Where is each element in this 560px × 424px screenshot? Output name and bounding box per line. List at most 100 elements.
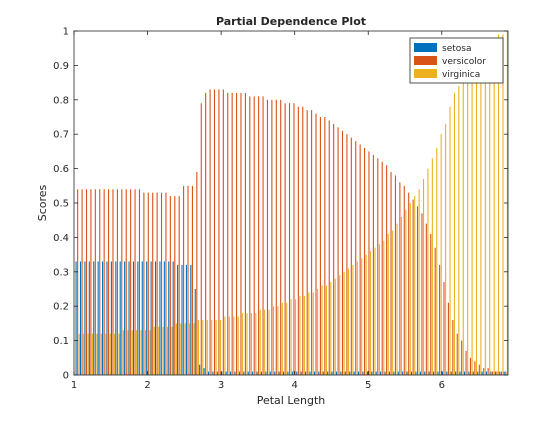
bar-versicolor (240, 92, 242, 376)
bar-setosa (388, 371, 390, 375)
bar-versicolor (447, 302, 449, 375)
bar-setosa (313, 371, 315, 375)
bar-virginica (458, 86, 460, 375)
bar-versicolor (125, 189, 127, 375)
y-tick-label: 0.1 (53, 336, 69, 347)
bar-versicolor (492, 371, 494, 375)
bar-setosa (318, 371, 320, 375)
bar-virginica (339, 275, 341, 375)
x-tick-label: 2 (144, 380, 150, 391)
bar-versicolor (403, 185, 405, 375)
bar-versicolor (121, 189, 123, 375)
bar-virginica (312, 292, 314, 375)
bar-setosa (137, 261, 139, 375)
bar-setosa (177, 264, 179, 375)
bar-setosa (194, 289, 196, 375)
bar-versicolor (478, 364, 480, 375)
bar-versicolor (288, 103, 291, 376)
bar-virginica (264, 309, 266, 375)
bar-versicolor (469, 357, 472, 375)
bar-setosa (260, 371, 262, 375)
bar-virginica (378, 244, 380, 375)
bar-versicolor (315, 113, 317, 375)
bar-virginica (445, 123, 447, 375)
bar-virginica (317, 289, 319, 375)
bar-setosa (150, 261, 152, 375)
bar-setosa (163, 261, 165, 375)
bar-setosa (256, 371, 258, 375)
bar-virginica (202, 319, 204, 375)
bar-virginica (383, 240, 385, 375)
bar-setosa (168, 261, 170, 375)
bar-virginica (255, 313, 257, 375)
bar-versicolor (399, 182, 401, 375)
bar-setosa (75, 261, 77, 375)
bar-setosa (410, 371, 413, 375)
bar-versicolor (364, 147, 366, 375)
bar-setosa (141, 261, 143, 375)
bar-versicolor (346, 134, 348, 375)
bar-versicolor (297, 106, 299, 376)
bar-setosa (216, 371, 218, 375)
bar-setosa (79, 261, 82, 375)
bar-setosa (344, 371, 346, 375)
bar-virginica (228, 316, 230, 375)
bar-versicolor (275, 99, 277, 376)
bar-setosa (88, 261, 90, 375)
bar-virginica (334, 278, 336, 375)
bar-versicolor (465, 350, 467, 375)
bar-setosa (128, 261, 130, 375)
bar-virginica (467, 68, 469, 375)
y-tick-label: 0 (63, 371, 69, 382)
bar-setosa (265, 371, 267, 375)
bar-virginica (158, 326, 160, 375)
bar-setosa (419, 371, 421, 375)
bar-setosa (428, 371, 430, 375)
bar-setosa (384, 371, 386, 375)
y-tick-label: 0.3 (53, 267, 69, 278)
bar-versicolor (134, 189, 136, 375)
bar-virginica (440, 134, 442, 375)
bar-virginica (140, 330, 142, 375)
legend[interactable]: setosa versicolor virginica (409, 37, 504, 84)
bar-versicolor (213, 89, 216, 375)
bar-setosa (154, 261, 157, 375)
bar-virginica (219, 319, 222, 375)
bar-versicolor (333, 123, 335, 375)
bar-virginica (131, 330, 133, 375)
bar-versicolor (81, 189, 83, 375)
bar-versicolor (434, 247, 436, 375)
bar-virginica (242, 313, 244, 375)
bar-versicolor (249, 96, 251, 376)
bar-virginica (224, 316, 226, 375)
bar-setosa (225, 371, 227, 375)
bar-virginica (250, 313, 252, 375)
bar-versicolor (165, 192, 167, 375)
bar-versicolor (143, 192, 145, 375)
bar-setosa (335, 371, 338, 375)
bar-versicolor (112, 189, 114, 375)
bar-setosa (309, 371, 311, 375)
bar-setosa (97, 261, 99, 375)
bar-versicolor (474, 361, 476, 375)
bar-virginica (167, 326, 169, 375)
bar-versicolor (302, 106, 304, 376)
bar-setosa (322, 371, 324, 375)
bar-virginica (418, 189, 420, 375)
y-tick-label: 1 (63, 27, 69, 38)
bar-setosa (102, 261, 104, 375)
bar-setosa (446, 371, 448, 375)
bar-versicolor (421, 213, 423, 375)
bar-versicolor (253, 96, 255, 376)
bar-setosa (468, 371, 470, 375)
bar-setosa (503, 371, 505, 375)
y-tick-label: 0.8 (53, 95, 69, 106)
bar-versicolor (425, 223, 427, 375)
bar-virginica (281, 302, 283, 375)
bar-setosa (340, 371, 342, 375)
legend-label-virginica: virginica (442, 70, 480, 80)
bar-versicolor (439, 264, 441, 375)
bar-setosa (93, 261, 95, 375)
bar-virginica (277, 306, 279, 375)
bar-setosa (238, 371, 240, 375)
